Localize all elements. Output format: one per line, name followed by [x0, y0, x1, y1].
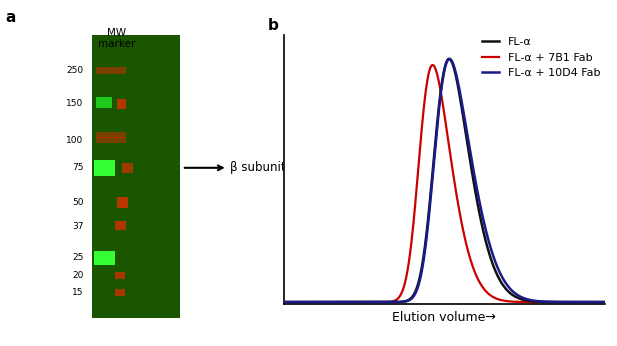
Bar [94, 160, 115, 176]
Bar [96, 132, 126, 138]
Text: 15: 15 [72, 288, 83, 297]
Text: 37: 37 [72, 222, 83, 231]
Text: a: a [6, 10, 16, 25]
Text: 100: 100 [66, 136, 83, 145]
Text: 75: 75 [72, 163, 83, 172]
Text: b: b [268, 18, 279, 34]
Bar [115, 221, 126, 230]
Bar [92, 35, 181, 318]
Bar [96, 97, 112, 108]
X-axis label: Elution volume→: Elution volume→ [392, 311, 496, 325]
Text: MW
marker: MW marker [98, 28, 135, 49]
Bar [94, 251, 115, 265]
Text: 250: 250 [66, 66, 83, 75]
Bar [96, 137, 126, 143]
Bar [115, 272, 125, 279]
Bar [117, 99, 126, 109]
Legend: FL-α, FL-α + 7B1 Fab, FL-α + 10D4 Fab: FL-α, FL-α + 7B1 Fab, FL-α + 10D4 Fab [480, 35, 602, 80]
Bar [96, 67, 126, 74]
Bar [115, 289, 125, 296]
Bar [122, 163, 133, 173]
Text: 150: 150 [66, 99, 83, 108]
Text: 25: 25 [72, 253, 83, 262]
Text: 20: 20 [72, 271, 83, 280]
Text: 50: 50 [72, 198, 83, 207]
Text: β subunit: β subunit [184, 161, 286, 174]
Bar [117, 197, 128, 208]
